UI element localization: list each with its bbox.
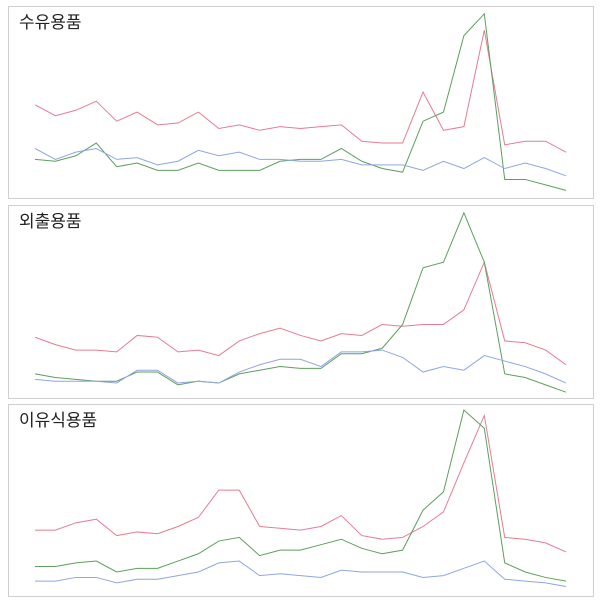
chart-title: 외출용품: [19, 212, 82, 232]
series-line: [34, 260, 567, 366]
series-line: [34, 349, 567, 384]
series-line: [35, 409, 567, 582]
series-line: [34, 147, 567, 177]
series-line: [35, 413, 567, 553]
series-line: [34, 211, 567, 393]
panel: [8, 404, 594, 597]
chart-title: 수유용품: [19, 13, 82, 33]
series-line: [35, 560, 567, 588]
series-line: [34, 30, 567, 153]
series-line: [34, 12, 567, 191]
panel: [8, 205, 594, 399]
panel: [8, 6, 594, 199]
chart-title: 이유식용품: [19, 411, 97, 431]
